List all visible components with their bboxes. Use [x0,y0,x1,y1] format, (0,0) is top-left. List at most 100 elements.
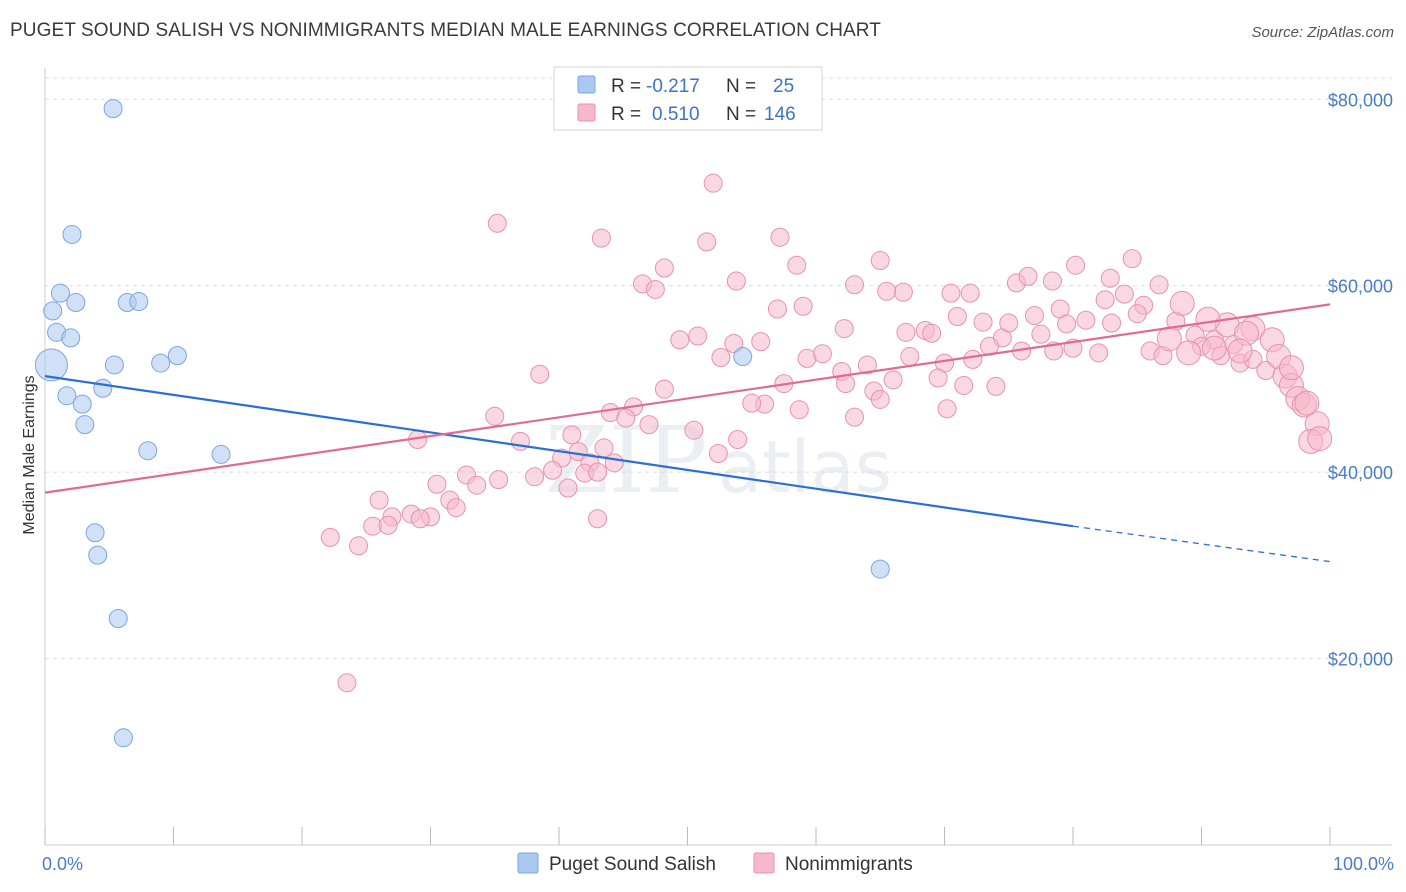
nonimmigrants-point [711,347,731,367]
nonimmigrants-point [1018,266,1038,286]
nonimmigrants-point [1278,355,1304,381]
legend-r-value-1: -0.217 [646,76,700,97]
nonimmigrants-point [1307,426,1333,452]
puget-sound-salish-point [129,292,149,312]
nonimmigrants-point [999,313,1019,333]
nonimmigrants-point [558,478,578,498]
nonimmigrants-point [688,326,708,346]
legend-r-label-2: R = [611,104,641,125]
nonimmigrants-point [588,509,608,529]
series-legend: Puget Sound Salish Nonimmigrants [517,852,913,875]
nonimmigrants-point [870,251,890,271]
nonimmigrants-point [941,283,961,303]
trend-lines [44,303,1331,563]
nonimmigrants-point [1195,306,1221,332]
nonimmigrants-point [349,536,369,556]
nonimmigrants-point [928,368,948,388]
nonimmigrants-point [369,490,389,510]
nonimmigrants-point [877,281,897,301]
nonimmigrants-point [812,344,832,364]
nonimmigrants-point [937,399,957,419]
nonimmigrants-point [320,527,340,547]
nonimmigrants-point [337,673,357,693]
series-legend-label-puget-sound-salish: Puget Sound Salish [549,854,716,875]
nonimmigrants-point [1201,335,1227,361]
y-tick-labels: $20,000 $40,000 $60,000 $80,000 [1328,90,1393,669]
nonimmigrants-point [857,355,877,375]
y-tick-label: $20,000 [1328,650,1393,670]
puget-sound-salish-point [50,283,70,303]
nonimmigrants-point [684,420,704,440]
x-tick-label-max: 100.0% [1333,854,1394,874]
nonimmigrants-point [510,431,530,451]
x-tick-label-min: 0.0% [42,854,83,874]
puget-sound-salish-point [211,444,231,464]
nonimmigrants-point [670,330,690,350]
nonimmigrants-point [410,509,430,529]
nonimmigrants-point [604,453,624,473]
puget-sound-salish-point [167,346,187,366]
nonimmigrants-point [1149,275,1169,295]
nonimmigrants-point [1100,268,1120,288]
nonimmigrants-point [1176,340,1202,366]
nonimmigrants-point [789,400,809,420]
nonimmigrants-point [1024,306,1044,326]
nonimmigrants-point [654,258,674,278]
nonimmigrants-point [1227,338,1253,364]
legend-r-label-1: R = [611,76,641,97]
nonimmigrants-point [467,475,487,495]
stats-legend: R = -0.217 N = 25 R = 0.510 N = 146 [553,66,823,131]
nonimmigrants-point [960,283,980,303]
nonimmigrants-point [543,460,563,480]
puget-sound-salish-point [57,386,77,406]
puget-sound-salish-point [733,347,753,367]
puget-sound-salish-point [93,378,113,398]
y-tick-label: $40,000 [1328,463,1393,483]
series-legend-swatch-puget-sound-salish [517,852,539,874]
puget-sound-salish-point [72,394,92,414]
puget-sound-salish-point [104,355,124,375]
nonimmigrants-point [1076,310,1096,330]
nonimmigrants-point [787,255,807,275]
y-axis-title: Median Male Earnings [21,375,38,534]
nonimmigrants-point [726,271,746,291]
puget-sound-salish-point [85,523,105,543]
nonimmigrants-point [1294,390,1320,416]
puget-sound-salish-point [870,559,890,579]
nonimmigrants-point [1122,249,1142,269]
nonimmigrants-point [708,444,728,463]
series-nonimmigrants-points [320,173,1333,693]
legend-n-label-1: N = [726,76,756,97]
trend-line-puget-sound-salish-extension [1072,525,1331,563]
nonimmigrants-point [883,370,903,390]
nonimmigrants-point [870,389,890,409]
chart-title: PUGET SOUND SALISH VS NONIMMIGRANTS MEDI… [10,20,881,41]
puget-sound-salish-point [43,301,63,321]
puget-sound-salish-point [75,415,95,435]
nonimmigrants-point [834,319,854,339]
nonimmigrants-point [525,467,545,487]
legend-swatch-puget-sound-salish [577,75,596,94]
puget-sound-salish-point [138,441,158,461]
puget-sound-salish-point [151,353,171,373]
nonimmigrants-point [896,322,916,342]
nonimmigrants-point [893,282,913,302]
nonimmigrants-point [728,430,748,450]
nonimmigrants-point [654,379,674,399]
nonimmigrants-point [446,498,466,518]
nonimmigrants-point [770,227,790,247]
trend-line-nonimmigrants [44,303,1331,494]
trend-line-puget-sound-salish [44,375,1074,528]
nonimmigrants-point [639,415,659,435]
puget-sound-salish-point [62,224,82,244]
nonimmigrants-point [487,213,507,233]
nonimmigrants-point [900,347,920,367]
nonimmigrants-point [1042,271,1062,291]
puget-sound-salish-point [88,545,108,565]
puget-sound-salish-point [66,292,86,312]
nonimmigrants-point [845,275,865,295]
nonimmigrants-point [1114,284,1134,304]
grid-lines [45,77,1392,660]
nonimmigrants-point [947,306,967,326]
